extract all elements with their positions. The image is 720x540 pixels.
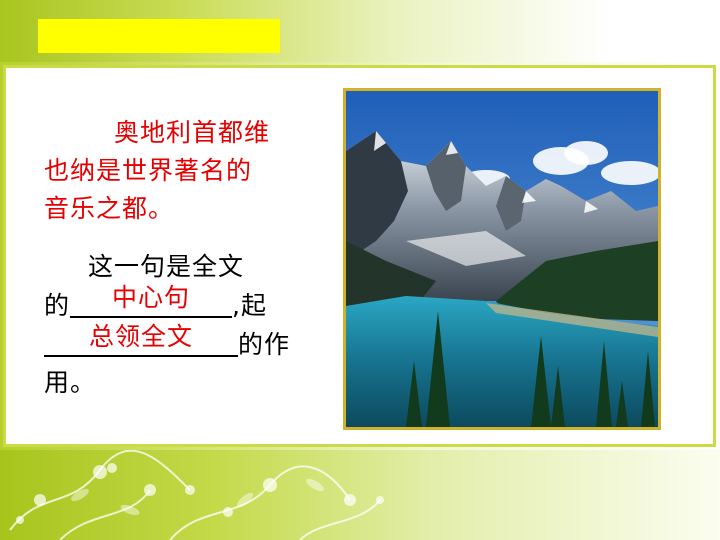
bottom-floral-band	[0, 450, 720, 540]
question-end: 用。	[44, 368, 97, 397]
quote-line-3: 音乐之都。	[44, 194, 175, 223]
title-bar	[38, 19, 280, 53]
answer-1: 中心句	[112, 283, 191, 312]
question-paragraph: 这一句是全文的 中心句 ,起总领全文 的作用。	[44, 248, 314, 402]
answer-blank-1: 中心句	[70, 283, 233, 318]
question-prefix: 的	[44, 291, 71, 320]
question-mid: ,起	[232, 291, 267, 320]
question-suffix: 的作	[238, 330, 291, 359]
quote-line-2: 也纳是世界著名的	[44, 156, 253, 185]
answer-2: 总领全文	[88, 322, 193, 351]
question-line-1: 这一句是全文	[88, 252, 245, 281]
landscape-photo	[343, 88, 661, 430]
answer-blank-2: 总领全文	[44, 322, 238, 357]
floral-pattern-icon	[9, 450, 384, 540]
quote-line-1: 奥地利首都维	[114, 118, 271, 147]
quote-paragraph: 奥地利首都维也纳是世界著名的 音乐之都。	[44, 114, 314, 228]
mountain-lake-image	[346, 91, 658, 427]
